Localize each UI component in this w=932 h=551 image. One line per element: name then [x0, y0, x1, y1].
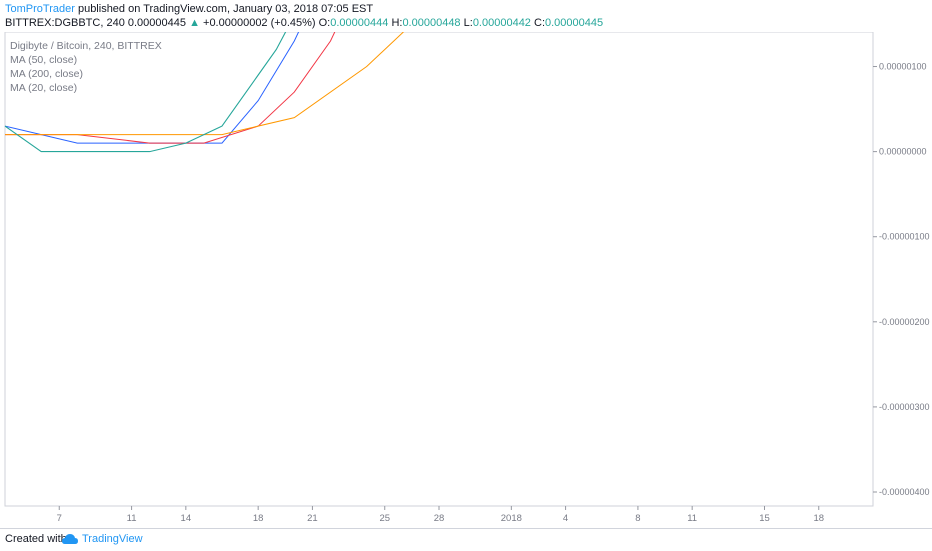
ma-line: [4, 32, 300, 144]
open-value: 0.00000444: [330, 17, 389, 29]
y-tick-label: 0.00000100: [879, 62, 927, 72]
footer: Created with TradingView: [0, 528, 932, 551]
publish-line: TomProTrader published on TradingView.co…: [5, 3, 373, 15]
chart-area[interactable]: 0.000013000.000012000.000011000.00001000…: [0, 32, 932, 528]
x-tick-label: 21: [307, 513, 318, 524]
change-arrow-icon: ▲: [189, 17, 200, 29]
legend-ma20: MA (20, close): [10, 82, 78, 94]
legend-ma200: MA (200, close): [10, 68, 83, 80]
x-tick-label: 11: [127, 513, 137, 524]
ma-line: [5, 32, 336, 144]
published-text: published on TradingView.com, January 03…: [77, 3, 374, 15]
x-tick-label: 7: [57, 513, 62, 524]
x-tick-label: 18: [813, 513, 824, 524]
high-label: H:: [391, 17, 403, 29]
plot-frame: [4, 32, 874, 507]
legend-ma50: MA (50, close): [10, 54, 78, 66]
x-tick-label: 18: [253, 513, 264, 524]
tradingview-cloud-icon: [62, 534, 78, 544]
close-value: 0.00000445: [545, 17, 604, 29]
author-link[interactable]: TomProTrader: [5, 3, 75, 15]
y-tick-label: -0.00000400: [879, 487, 930, 497]
created-with-text: Created with: [5, 533, 67, 545]
y-tick-label: 0.00000000: [879, 147, 927, 157]
high-value: 0.00000448: [402, 17, 461, 29]
price-chart[interactable]: 0.000013000.000012000.000011000.00001000…: [0, 32, 932, 528]
price-line: [4, 32, 287, 153]
x-tick-label: 14: [181, 513, 192, 524]
open-label: O:: [318, 17, 331, 29]
y-tick-label: -0.00000100: [879, 232, 930, 242]
x-tick-label: 4: [563, 513, 568, 524]
x-tick-label: 28: [434, 513, 445, 524]
symbol-label: BITTREX:DGBBTC, 240: [5, 17, 125, 29]
last-price: 0.00000445: [127, 17, 186, 29]
legend-title: Digibyte / Bitcoin, 240, BITTREX: [10, 40, 162, 52]
y-tick-label: -0.00000300: [879, 402, 930, 412]
tradingview-brand-link[interactable]: TradingView: [82, 533, 143, 545]
low-value: 0.00000442: [472, 17, 531, 29]
low-label: L:: [463, 17, 473, 29]
x-tick-label: 25: [379, 513, 390, 524]
x-tick-label: 11: [687, 513, 697, 524]
ma-line: [5, 32, 405, 136]
close-label: C:: [534, 17, 545, 29]
chart-header: TomProTrader published on TradingView.co…: [0, 0, 932, 32]
price-change: +0.00000002 (+0.45%): [203, 17, 316, 29]
y-tick-label: -0.00000200: [879, 317, 930, 327]
symbol-line: BITTREX:DGBBTC, 240 0.00000445 ▲ +0.0000…: [5, 17, 603, 29]
x-tick-label: 15: [759, 513, 770, 524]
x-tick-label: 8: [635, 513, 640, 524]
x-tick-label: 2018: [501, 513, 522, 524]
